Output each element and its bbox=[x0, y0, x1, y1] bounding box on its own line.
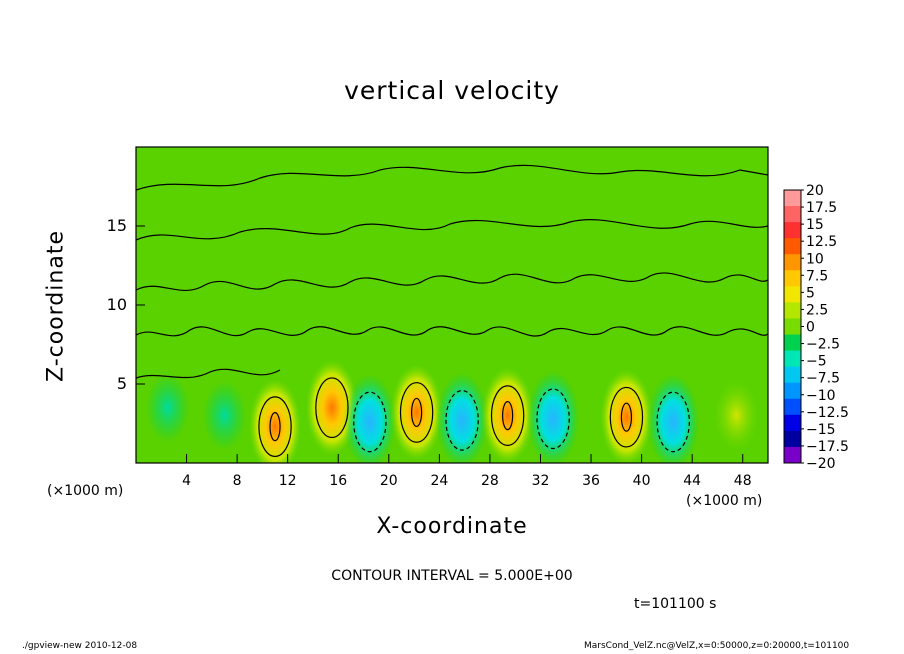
colorbar-swatch bbox=[784, 446, 801, 464]
y-axis-tick-labels: 5 10 15 bbox=[107, 216, 127, 393]
y-tick-label: 15 bbox=[107, 216, 127, 235]
plot-frame bbox=[135, 146, 769, 464]
colorbar-label: −5 bbox=[806, 354, 827, 370]
colorbar-label: 12.5 bbox=[806, 234, 837, 250]
field-contour bbox=[399, 382, 434, 443]
x-tick-label: 4 bbox=[182, 473, 191, 489]
contour-line bbox=[136, 326, 768, 337]
x-tick-label: 40 bbox=[633, 473, 651, 489]
field-cell bbox=[481, 367, 534, 463]
field-contour bbox=[258, 396, 292, 458]
contour-layer bbox=[136, 164, 768, 458]
footer-right: MarsCond_VelZ.nc@VelZ,x=0:50000,z=0:2000… bbox=[584, 641, 850, 651]
colorbar-label: 10 bbox=[806, 251, 824, 267]
colorbar-swatch bbox=[784, 398, 801, 416]
colorbar-label: 20 bbox=[806, 183, 824, 199]
x-tick-label: 36 bbox=[582, 473, 600, 489]
contour-line bbox=[136, 164, 768, 191]
x-tick-label: 28 bbox=[481, 473, 499, 489]
colorbar-swatch bbox=[784, 206, 801, 223]
field-layer bbox=[145, 359, 759, 463]
colorbar-label: −12.5 bbox=[806, 405, 849, 421]
field-cell bbox=[527, 370, 580, 463]
field-contour-inner bbox=[411, 397, 423, 428]
colorbar-swatch bbox=[784, 350, 801, 368]
time-label: t=101100 s bbox=[634, 596, 717, 612]
colorbar-swatch bbox=[784, 430, 801, 448]
colorbar-label: −20 bbox=[806, 456, 836, 472]
colorbar-swatch bbox=[784, 190, 801, 207]
colorbar-label: 0 bbox=[806, 320, 815, 336]
field-cell bbox=[343, 373, 396, 463]
x-axis-unit-right: (×1000 m) bbox=[686, 493, 763, 509]
colorbar-label: 17.5 bbox=[806, 200, 837, 216]
x-tick-label: 12 bbox=[279, 473, 297, 489]
colorbar-label: 2.5 bbox=[806, 302, 828, 318]
colorbar-label: 15 bbox=[806, 217, 824, 233]
y-tick-label: 10 bbox=[107, 295, 127, 314]
x-axis-ticks: 4 8 12 16 20 24 28 32 36 40 44 48 bbox=[182, 454, 752, 489]
colorbar-label: −7.5 bbox=[806, 371, 840, 387]
field-contour bbox=[315, 377, 349, 439]
colorbar-swatch bbox=[784, 334, 801, 352]
colorbar-label: −2.5 bbox=[806, 337, 840, 353]
x-axis-unit-left: (×1000 m) bbox=[47, 483, 124, 499]
footer-left: ./gpview-new 2010-12-08 bbox=[22, 641, 138, 651]
field-cell bbox=[714, 380, 759, 451]
colorbar-swatch bbox=[784, 382, 801, 400]
colorbar-swatch bbox=[784, 414, 801, 432]
x-tick-label: 8 bbox=[233, 473, 242, 489]
field-cell bbox=[145, 372, 190, 443]
colorbar-swatch bbox=[784, 286, 801, 303]
x-tick-label: 20 bbox=[380, 473, 398, 489]
y-axis-ticks bbox=[136, 225, 145, 385]
contour-line bbox=[136, 272, 768, 292]
field-contour bbox=[490, 385, 525, 446]
colorbar-swatch bbox=[784, 222, 801, 239]
colorbar-swatch bbox=[784, 238, 801, 255]
field-contour bbox=[445, 389, 479, 451]
x-axis-label: X-coordinate bbox=[376, 514, 528, 539]
colorbar-label: 7.5 bbox=[806, 268, 828, 284]
field-contour bbox=[609, 386, 644, 448]
field-contour-inner bbox=[269, 412, 281, 442]
colorbar-label: −17.5 bbox=[806, 439, 849, 455]
field-contour bbox=[353, 391, 387, 453]
x-tick-label: 44 bbox=[683, 473, 701, 489]
contour-line bbox=[136, 219, 768, 241]
colorbar-swatch bbox=[784, 366, 801, 384]
colorbar-label: −10 bbox=[806, 388, 836, 404]
field-cell bbox=[390, 364, 443, 461]
field-cell bbox=[436, 372, 489, 463]
colorbar-swatch bbox=[784, 270, 801, 287]
y-tick-label: 5 bbox=[117, 374, 127, 393]
field-contour bbox=[656, 391, 690, 453]
colorbar-label: −15 bbox=[806, 422, 836, 438]
contour-interval: CONTOUR INTERVAL = 5.000E+00 bbox=[331, 568, 573, 584]
field-contour-inner bbox=[502, 401, 514, 431]
colorbar-swatch bbox=[784, 318, 801, 336]
contour-line bbox=[136, 368, 281, 379]
chart-title: vertical velocity bbox=[344, 76, 560, 105]
x-tick-label: 48 bbox=[734, 473, 752, 489]
field-contour-inner bbox=[620, 402, 633, 432]
field-contour bbox=[536, 388, 570, 450]
field-cell bbox=[647, 373, 700, 463]
colorbar-swatch bbox=[784, 302, 801, 319]
field-cell bbox=[249, 378, 302, 463]
x-tick-label: 16 bbox=[329, 473, 347, 489]
x-tick-label: 32 bbox=[532, 473, 550, 489]
colorbar-label: 5 bbox=[806, 285, 815, 301]
y-axis-label: Z-coordinate bbox=[43, 230, 69, 382]
field-cell bbox=[600, 369, 653, 463]
field-cell bbox=[202, 380, 247, 451]
x-tick-label: 24 bbox=[430, 473, 448, 489]
colorbar-swatch bbox=[784, 254, 801, 271]
